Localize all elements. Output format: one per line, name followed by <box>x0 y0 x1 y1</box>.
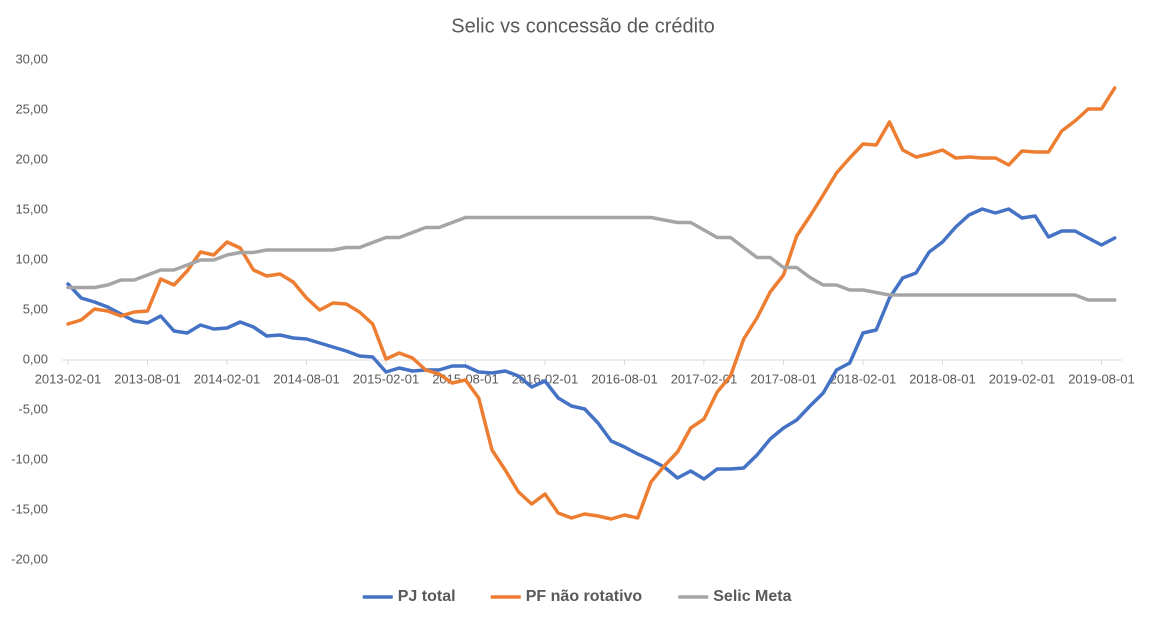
legend-label: Selic Meta <box>713 588 791 605</box>
y-tick-label: 20,00 <box>15 151 48 166</box>
x-tick-label: 2013-08-01 <box>114 371 181 386</box>
x-tick-label: 2017-08-01 <box>750 371 817 386</box>
chart-title: Selic vs concessão de crédito <box>451 15 714 37</box>
x-tick-label: 2014-08-01 <box>273 371 340 386</box>
series-line <box>66 215 1117 302</box>
series-line <box>66 207 1117 481</box>
y-tick-label: -5,00 <box>18 401 48 416</box>
y-tick-label: 0,00 <box>23 351 48 366</box>
x-tick-label: 2018-02-01 <box>830 371 897 386</box>
x-tick-label: 2015-02-01 <box>353 371 420 386</box>
y-tick-label: 25,00 <box>15 101 48 116</box>
y-tick-label: 15,00 <box>15 201 48 216</box>
x-tick-label: 2013-02-01 <box>35 371 102 386</box>
x-tick-label: 2014-02-01 <box>194 371 261 386</box>
x-tick-label: 2019-02-01 <box>989 371 1056 386</box>
x-tick-label: 2017-02-01 <box>671 371 738 386</box>
legend-label: PF não rotativo <box>526 588 643 605</box>
y-tick-label: 30,00 <box>15 51 48 66</box>
y-tick-label: -15,00 <box>11 501 48 516</box>
x-tick-label: 2019-08-01 <box>1068 371 1135 386</box>
x-tick-label: 2018-08-01 <box>909 371 976 386</box>
legend-label: PJ total <box>398 588 456 605</box>
y-tick-label: 10,00 <box>15 251 48 266</box>
x-tick-label: 2016-08-01 <box>591 371 658 386</box>
y-tick-label: -10,00 <box>11 451 48 466</box>
y-tick-label: 5,00 <box>23 301 48 316</box>
y-tick-label: -20,00 <box>11 551 48 566</box>
series-line <box>66 86 1117 521</box>
